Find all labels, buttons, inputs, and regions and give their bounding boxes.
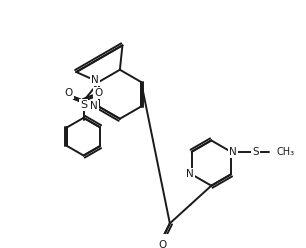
Text: O: O	[158, 240, 166, 248]
Text: CH₃: CH₃	[276, 147, 294, 157]
Text: O: O	[95, 88, 103, 98]
Text: S: S	[252, 147, 259, 157]
Text: N: N	[229, 147, 237, 157]
Text: N: N	[186, 169, 194, 179]
Text: S: S	[80, 100, 87, 110]
Text: O: O	[64, 88, 73, 98]
Text: N: N	[90, 101, 98, 111]
Text: N: N	[91, 75, 99, 85]
